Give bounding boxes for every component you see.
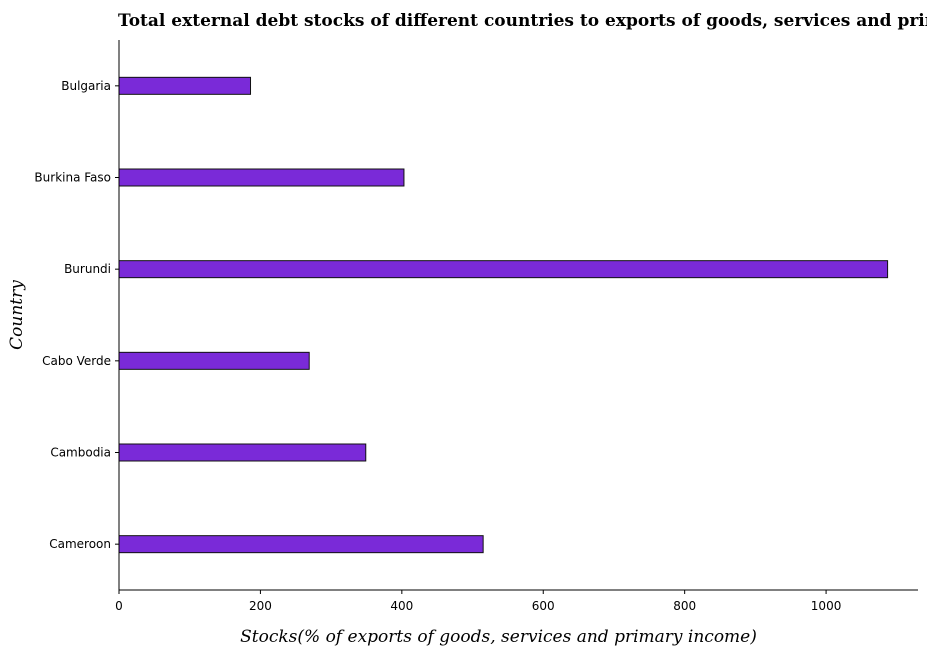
bar-cabo-verde — [118, 351, 310, 370]
y-axis-ticks: Bulgaria Burkina Faso Burundi Cabo Verde Cam… — [34, 79, 119, 551]
y-tick-label: Cabo Verde — [42, 354, 111, 368]
y-tick-label: Burkina Faso — [34, 171, 111, 185]
bars-group — [118, 76, 889, 554]
x-axis-label: Stocks(% of exports of goods, services a… — [240, 627, 757, 647]
y-axis-label: Country — [7, 280, 27, 350]
x-tick-label: 800 — [673, 599, 696, 613]
y-tick-label: Burundi — [64, 262, 111, 276]
y-tick-label: Cambodia — [50, 446, 111, 460]
x-tick-label: 600 — [532, 599, 555, 613]
bar-cambodia — [118, 443, 367, 462]
bar-cameroon — [118, 535, 484, 554]
bar-burundi — [118, 260, 889, 279]
x-tick-label: 0 — [115, 599, 123, 613]
y-tick-label: Cameroon — [49, 537, 111, 551]
x-axis-ticks: 0 200 400 600 800 1000 — [115, 590, 841, 613]
y-tick-label: Bulgaria — [61, 79, 111, 93]
x-tick-label: 1000 — [811, 599, 842, 613]
x-tick-label: 200 — [249, 599, 272, 613]
x-tick-label: 400 — [390, 599, 413, 613]
chart-title: Total external debt stocks of different … — [118, 11, 927, 31]
bar-bulgaria — [118, 76, 252, 95]
bar-burkina-faso — [118, 168, 405, 187]
